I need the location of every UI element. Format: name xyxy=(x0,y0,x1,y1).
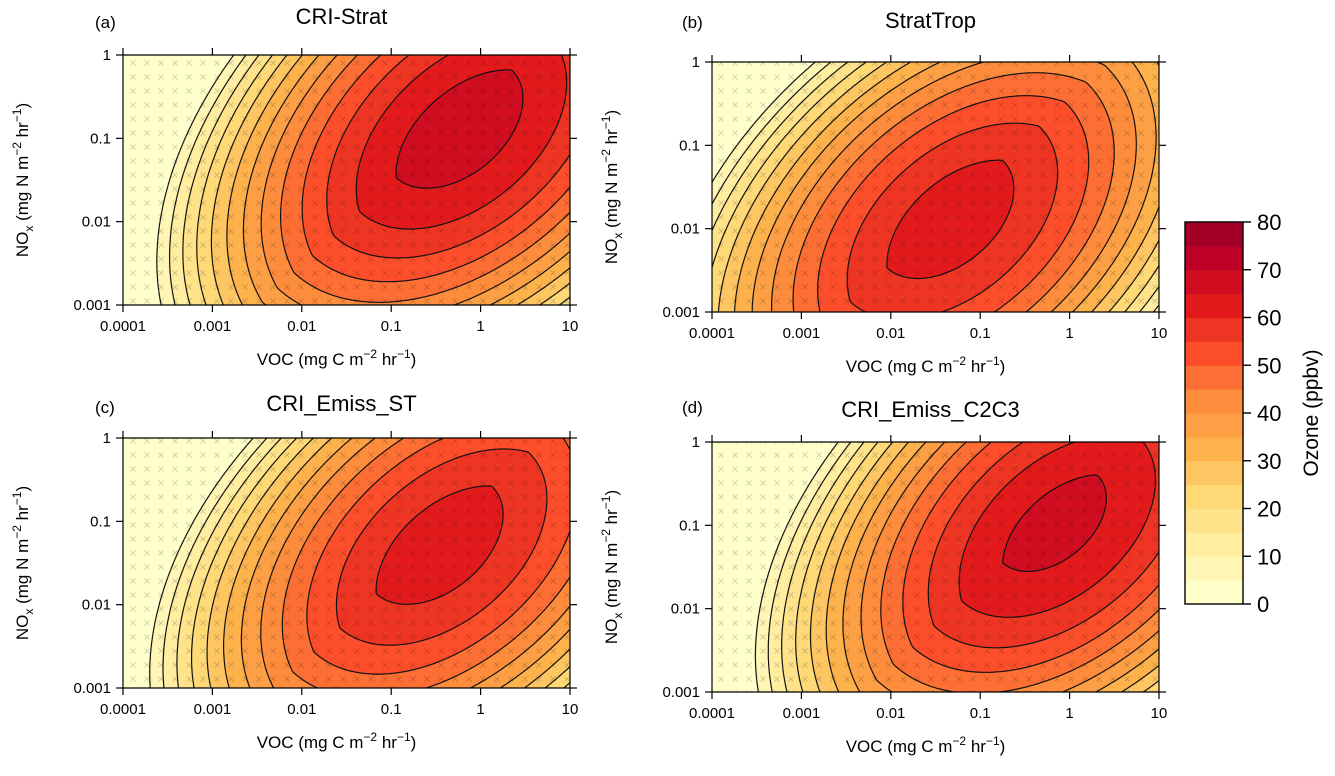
panel-4-y-tick-label-3: 1 xyxy=(692,434,700,451)
panel-3-x-tick-label-3: 0.1 xyxy=(381,701,402,718)
panel-1-y-axis-label: NOx (mg N m−2 hr−1) xyxy=(10,103,36,257)
colorbar-label: Ozone (ppbv) xyxy=(1300,349,1323,476)
colorbar-tick-label-6: 60 xyxy=(1257,306,1281,331)
panel-4-y-tick-label-1: 0.01 xyxy=(671,601,700,618)
panel-1-y-tick-label-2: 0.1 xyxy=(90,130,111,147)
colorbar-segment-10 xyxy=(1185,341,1243,365)
panel-2-y-tick-label-1: 0.01 xyxy=(671,221,700,238)
panel-1-x-axis-label: VOC (mg C m−2 hr−1) xyxy=(257,347,417,369)
colorbar-segment-1 xyxy=(1185,556,1243,580)
panel-2-y-axis-label: NOx (mg N m−2 hr−1) xyxy=(599,110,625,264)
colorbar-tick-label-8: 80 xyxy=(1257,210,1281,235)
colorbar-segment-13 xyxy=(1185,270,1243,294)
colorbar-tick-label-5: 50 xyxy=(1257,353,1281,378)
panel-4-x-tick-label-3: 0.1 xyxy=(970,705,991,722)
colorbar-segment-8 xyxy=(1185,389,1243,413)
colorbar-segment-2 xyxy=(1185,532,1243,556)
panel-1-y-tick-label-0: 0.001 xyxy=(73,297,111,314)
panel-2-x-tick-label-5: 10 xyxy=(1151,325,1168,342)
panel-1-tag: (a) xyxy=(95,13,116,32)
colorbar-segment-0 xyxy=(1185,580,1243,604)
panel-1-title: CRI-Strat xyxy=(296,4,388,29)
panel-2-x-tick-label-3: 0.1 xyxy=(970,325,991,342)
colorbar-segment-11 xyxy=(1185,318,1243,342)
panels: 0.0001 0.001 0.01 0.1 1 10 0.001 0.01 0.1 1 (a) CRI… xyxy=(10,4,1167,756)
panel-3-x-axis-label: VOC (mg C m−2 hr−1) xyxy=(257,730,417,752)
panel-1-x-tick-label-2: 0.01 xyxy=(287,318,316,335)
panel-4-x-tick-label-0: 0.0001 xyxy=(689,705,735,722)
panel-3-y-tick-label-0: 0.001 xyxy=(73,680,111,697)
panel-4-y-tick-label-0: 0.001 xyxy=(662,684,700,701)
panel-2-x-tick-label-4: 1 xyxy=(1065,325,1073,342)
colorbar-segment-4 xyxy=(1185,485,1243,509)
panel-3-x-tick-label-2: 0.01 xyxy=(287,701,316,718)
colorbar-tick-label-4: 40 xyxy=(1257,401,1281,426)
panel-4-y-axis-label: NOx (mg N m−2 hr−1) xyxy=(599,490,625,644)
panel-2-x-tick-label-0: 0.0001 xyxy=(689,325,735,342)
panel-2-y-tick-label-0: 0.001 xyxy=(662,304,700,321)
panel-3-x-tick-label-0: 0.0001 xyxy=(100,701,146,718)
panel-2: 0.0001 0.001 0.01 0.1 1 10 0.001 0.01 0.1 1 (b) Str… xyxy=(599,8,1167,376)
panel-3-x-tick-label-1: 0.001 xyxy=(194,701,232,718)
colorbar-tick-label-1: 10 xyxy=(1257,544,1281,569)
colorbar-segment-14 xyxy=(1185,246,1243,270)
panel-4: 0.0001 0.001 0.01 0.1 1 10 0.001 0.01 0.1 1 (d) CRI… xyxy=(599,397,1167,756)
panel-4-y-tick-label-2: 0.1 xyxy=(679,517,700,534)
panel-1-x-tick-label-0: 0.0001 xyxy=(100,318,146,335)
colorbar-segment-9 xyxy=(1185,365,1243,389)
colorbar-segment-6 xyxy=(1185,437,1243,461)
panel-2-y-tick-label-2: 0.1 xyxy=(679,137,700,154)
panel-2-x-tick-label-1: 0.001 xyxy=(783,325,821,342)
colorbar: 0 10 20 30 40 50 60 70 80 Ozone (ppbv) xyxy=(1185,210,1323,617)
panel-1-x-tick-label-4: 1 xyxy=(476,318,484,335)
panel-2-y-tick-label-3: 1 xyxy=(692,54,700,71)
panel-1-y-tick-label-1: 0.01 xyxy=(82,214,111,231)
panel-1-x-tick-label-1: 0.001 xyxy=(194,318,232,335)
panel-3-y-tick-label-3: 1 xyxy=(103,430,111,447)
colorbar-tick-label-2: 20 xyxy=(1257,497,1281,522)
panel-3-x-tick-label-4: 1 xyxy=(476,701,484,718)
panel-4-x-tick-label-1: 0.001 xyxy=(783,705,821,722)
panel-3-y-axis-label: NOx (mg N m−2 hr−1) xyxy=(10,486,36,640)
panel-4-x-tick-label-5: 10 xyxy=(1151,705,1168,722)
panel-2-title: StratTrop xyxy=(885,8,976,33)
panel-3: 0.0001 0.001 0.01 0.1 1 10 0.001 0.01 0.1 1 (c) CRI… xyxy=(10,391,578,752)
panel-4-x-axis-label: VOC (mg C m−2 hr−1) xyxy=(846,734,1006,756)
panel-4-title: CRI_Emiss_C2C3 xyxy=(841,397,1020,422)
panel-4-x-tick-label-2: 0.01 xyxy=(876,705,905,722)
colorbar-tick-label-0: 0 xyxy=(1257,592,1269,617)
panel-3-x-tick-label-5: 10 xyxy=(562,701,579,718)
panel-4-tag: (d) xyxy=(682,398,703,417)
panel-3-y-tick-label-2: 0.1 xyxy=(90,513,111,530)
panel-3-title: CRI_Emiss_ST xyxy=(266,391,416,416)
panel-1-x-tick-label-5: 10 xyxy=(562,318,579,335)
panel-4-x-tick-label-4: 1 xyxy=(1065,705,1073,722)
colorbar-segment-5 xyxy=(1185,461,1243,485)
panel-4-hatching xyxy=(712,442,1159,692)
panel-1-y-tick-label-3: 1 xyxy=(103,47,111,64)
colorbar-segment-7 xyxy=(1185,413,1243,437)
panel-1-x-tick-label-3: 0.1 xyxy=(381,318,402,335)
colorbar-tick-label-7: 70 xyxy=(1257,258,1281,283)
colorbar-tick-label-3: 30 xyxy=(1257,449,1281,474)
panel-1: 0.0001 0.001 0.01 0.1 1 10 0.001 0.01 0.1 1 (a) CRI… xyxy=(10,4,578,369)
panel-2-x-tick-label-2: 0.01 xyxy=(876,325,905,342)
panel-2-x-axis-label: VOC (mg C m−2 hr−1) xyxy=(846,354,1006,376)
panel-3-tag: (c) xyxy=(95,398,115,417)
panel-3-y-tick-label-1: 0.01 xyxy=(82,597,111,614)
colorbar-segment-3 xyxy=(1185,509,1243,533)
panel-3-hatching xyxy=(123,438,570,688)
panel-2-tag: (b) xyxy=(682,13,703,32)
colorbar-segment-12 xyxy=(1185,294,1243,318)
colorbar-segment-15 xyxy=(1185,222,1243,246)
